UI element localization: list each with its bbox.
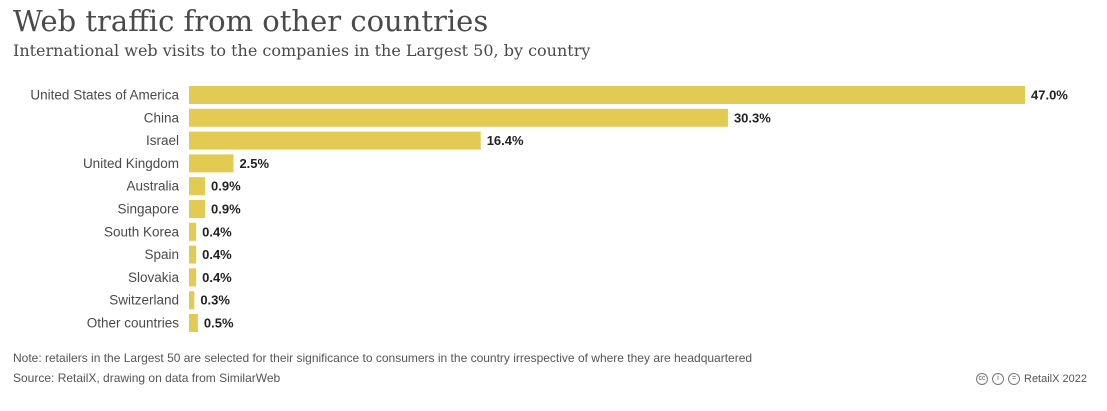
- bar: [189, 154, 234, 173]
- bar: [189, 245, 197, 264]
- value-label: 0.4%: [202, 224, 232, 239]
- nd-icon: =: [1008, 373, 1020, 385]
- bar: [189, 131, 481, 150]
- footnote: Note: retailers in the Largest 50 are se…: [13, 351, 753, 365]
- bar: [189, 222, 197, 241]
- bar: [189, 268, 197, 287]
- bar: [189, 177, 206, 196]
- credit: cc i = RetailX 2022: [976, 373, 1087, 385]
- category-label: Other countries: [87, 316, 180, 331]
- cc-icon: cc: [976, 373, 988, 385]
- bar-chart: United States of America 47.0% China 30.3% I…: [30, 86, 1068, 332]
- category-label: Israel: [146, 133, 179, 148]
- value-label: 0.3%: [200, 293, 230, 308]
- source-note: Source: RetailX, drawing on data from Si…: [13, 371, 281, 385]
- value-label: 0.5%: [204, 316, 234, 331]
- value-label: 0.4%: [202, 247, 232, 262]
- credit-text: RetailX 2022: [1024, 373, 1087, 385]
- value-label: 0.4%: [202, 270, 232, 285]
- category-label: United Kingdom: [83, 156, 179, 171]
- bar: [189, 314, 198, 332]
- category-label: Slovakia: [128, 270, 180, 285]
- bar: [189, 200, 206, 218]
- category-label: Australia: [126, 179, 179, 194]
- chart-subtitle: International web visits to the companie…: [13, 41, 591, 60]
- category-label: Singapore: [117, 202, 179, 217]
- bar: [189, 86, 1025, 104]
- bar: [189, 108, 728, 127]
- bar: [189, 291, 195, 310]
- value-label: 47.0%: [1031, 88, 1068, 103]
- value-label: 16.4%: [487, 133, 524, 148]
- category-label: South Korea: [104, 224, 180, 239]
- category-label: United States of America: [30, 88, 179, 103]
- category-label: Spain: [144, 247, 179, 262]
- chart-title: Web traffic from other countries: [13, 4, 489, 38]
- category-label: Switzerland: [109, 293, 179, 308]
- by-icon: i: [992, 373, 1004, 385]
- value-label: 30.3%: [734, 110, 771, 125]
- value-label: 0.9%: [211, 179, 241, 194]
- value-label: 0.9%: [211, 202, 241, 217]
- value-label: 2.5%: [239, 156, 269, 171]
- category-label: China: [144, 110, 180, 125]
